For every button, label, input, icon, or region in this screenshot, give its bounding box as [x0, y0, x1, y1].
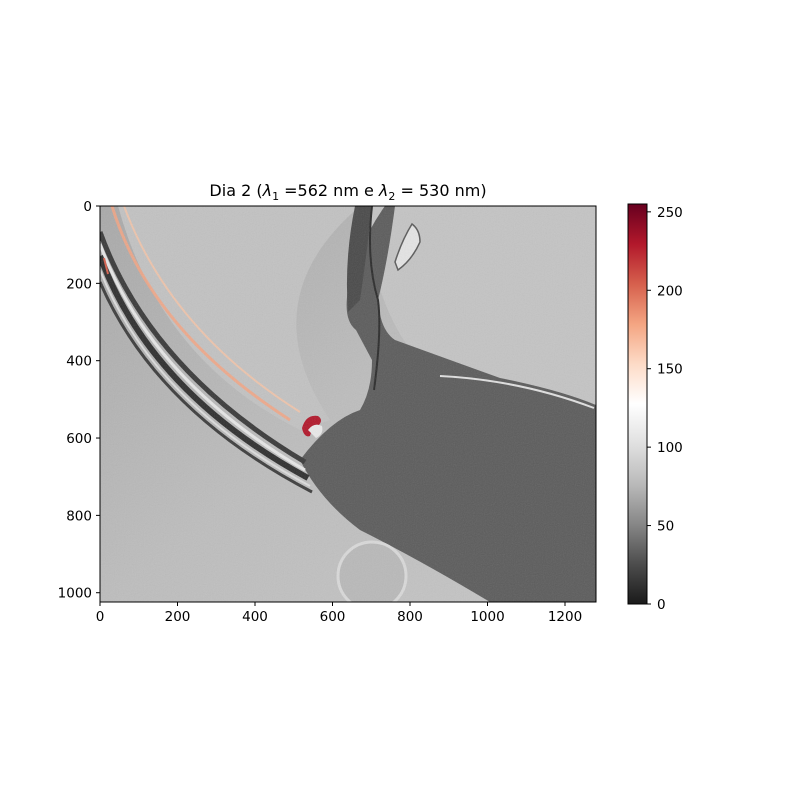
x-tick-label: 400 — [242, 609, 268, 625]
colorbar-tick-label: 100 — [657, 440, 683, 456]
colorbar-tick-label: 0 — [657, 597, 666, 613]
x-tick-label: 0 — [96, 609, 105, 625]
image-grain — [100, 206, 596, 602]
colorbar-axis: 0 50 100 150 200 250 — [647, 205, 683, 613]
x-tick-label: 200 — [165, 609, 191, 625]
y-tick-label: 800 — [66, 508, 92, 524]
colorbar — [627, 203, 648, 605]
y-tick-label: 400 — [66, 354, 92, 370]
plot-frame — [99, 205, 597, 603]
y-tick-label: 0 — [83, 199, 92, 215]
x-tick-label: 1200 — [548, 609, 582, 625]
y-tick-label: 1000 — [58, 586, 92, 602]
y-tick-label: 200 — [66, 276, 92, 292]
chart-title: Dia 2 (λ1 =562 nm e λ2 = 530 nm) — [209, 181, 486, 203]
x-axis: 0 200 400 600 800 1000 1200 — [96, 602, 582, 625]
colorbar-tick-label: 50 — [657, 519, 674, 535]
colorbar-tick-label: 200 — [657, 283, 683, 299]
x-tick-label: 600 — [320, 609, 346, 625]
heatmap-image — [100, 206, 596, 602]
colorbar-tick-label: 250 — [657, 205, 683, 221]
colorbar-tick-label: 150 — [657, 362, 683, 378]
x-tick-label: 1000 — [470, 609, 504, 625]
y-axis: 0 200 400 600 800 1000 — [58, 199, 100, 602]
y-tick-label: 600 — [66, 431, 92, 447]
x-tick-label: 800 — [397, 609, 423, 625]
